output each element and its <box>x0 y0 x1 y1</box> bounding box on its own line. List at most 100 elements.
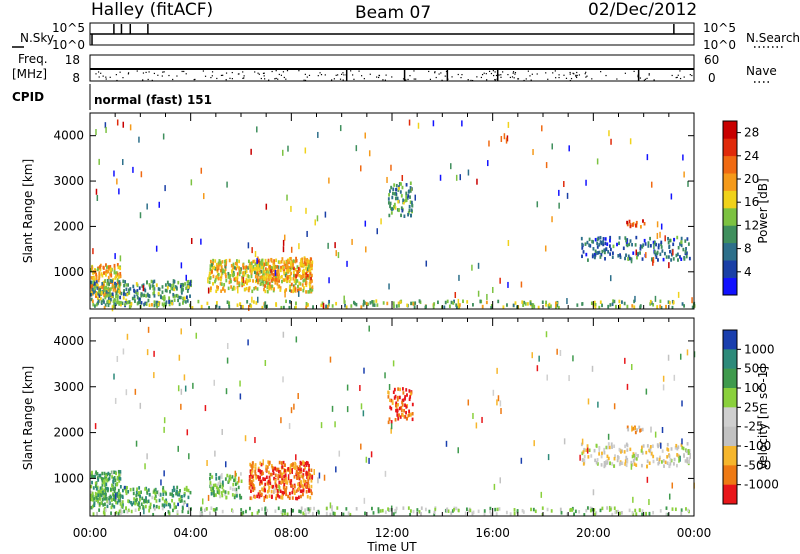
range-cell <box>410 208 413 212</box>
range-cell <box>233 286 236 291</box>
range-cell <box>454 291 457 298</box>
range-cell <box>639 305 642 310</box>
range-cell <box>498 507 501 511</box>
range-cell <box>285 264 288 269</box>
range-cell <box>408 189 410 194</box>
nave-dot <box>243 75 245 77</box>
range-cell <box>205 507 208 511</box>
range-cell <box>668 301 671 305</box>
range-cell <box>654 431 657 438</box>
range-cell <box>215 477 218 481</box>
range-cell <box>248 506 251 511</box>
range-cell <box>600 253 603 257</box>
range-cell <box>633 462 636 466</box>
range-cell <box>596 237 599 242</box>
range-cell <box>432 305 435 309</box>
range-cell <box>639 429 641 433</box>
range-cell <box>178 295 181 300</box>
range-cell <box>100 476 103 481</box>
range-cell <box>492 389 495 396</box>
range-cell <box>329 356 332 363</box>
range-cell <box>656 251 659 256</box>
range-cell <box>287 466 290 471</box>
range-cell <box>496 399 498 406</box>
range-cell <box>289 262 292 266</box>
range-cell <box>281 472 283 477</box>
nave-dot <box>648 73 650 75</box>
range-cell <box>95 272 98 277</box>
range-cell <box>221 268 224 272</box>
range-cell <box>101 487 104 491</box>
range-cell <box>500 136 503 143</box>
range-cell <box>280 417 282 424</box>
range-cell <box>401 175 404 182</box>
range-cell <box>224 461 227 468</box>
range-cell <box>103 483 106 487</box>
range-cell <box>132 487 135 492</box>
range-cell <box>675 443 678 448</box>
range-cell <box>389 189 391 193</box>
range-cell <box>228 280 231 285</box>
range-cell <box>632 459 635 463</box>
range-cell <box>209 267 212 272</box>
range-cell <box>231 475 234 479</box>
range-cell <box>624 236 627 240</box>
range-cell <box>377 509 380 514</box>
range-cell <box>309 506 312 511</box>
nave-dot <box>339 78 342 80</box>
range-cell <box>522 510 525 514</box>
range-cell <box>98 508 101 512</box>
range-cell <box>242 277 245 284</box>
range-cell <box>310 491 313 496</box>
range-cell <box>93 282 96 286</box>
range-cell <box>285 299 287 304</box>
nave-dot <box>378 74 381 77</box>
range-cell <box>305 207 307 214</box>
range-cell <box>284 473 287 477</box>
range-cell <box>286 512 289 516</box>
range-cell <box>108 476 111 481</box>
range-cell <box>611 462 614 466</box>
range-cell <box>612 244 615 249</box>
range-cell <box>680 236 683 241</box>
range-cell <box>545 303 547 307</box>
range-cell <box>294 259 297 264</box>
range-cell <box>234 478 237 482</box>
range-cell <box>266 508 269 513</box>
range-cell <box>221 428 223 435</box>
range-cell <box>247 288 250 293</box>
range-cell <box>253 286 256 291</box>
range-cell <box>295 301 297 306</box>
range-cell <box>306 276 309 280</box>
range-cell <box>465 507 468 511</box>
range-cell <box>660 242 663 247</box>
nave-tick-bottom: 0 <box>708 71 716 85</box>
range-cell <box>153 504 155 508</box>
range-cell <box>682 446 685 451</box>
range-cell <box>179 488 181 493</box>
range-cell <box>152 286 155 291</box>
range-cell <box>273 270 276 274</box>
range-cell <box>472 510 475 515</box>
range-cell <box>297 474 300 479</box>
range-cell <box>604 257 606 261</box>
range-cell <box>291 484 294 488</box>
range-cell <box>277 260 280 264</box>
range-cell <box>288 257 291 261</box>
range-cell <box>264 482 267 487</box>
range-cell <box>631 454 634 459</box>
range-cell <box>416 508 419 512</box>
nave-dot <box>578 74 581 76</box>
range-cell <box>281 476 283 481</box>
range-cell <box>221 483 224 488</box>
nave-dot <box>575 74 577 76</box>
nave-dot <box>492 70 494 72</box>
nave-dot <box>231 71 233 74</box>
colorbar-segment <box>723 407 737 427</box>
range-cell <box>633 426 636 431</box>
range-cell <box>263 485 266 490</box>
nave-dot <box>585 76 587 78</box>
range-cell <box>388 213 391 218</box>
range-cell <box>586 447 589 454</box>
range-cell <box>466 300 469 304</box>
